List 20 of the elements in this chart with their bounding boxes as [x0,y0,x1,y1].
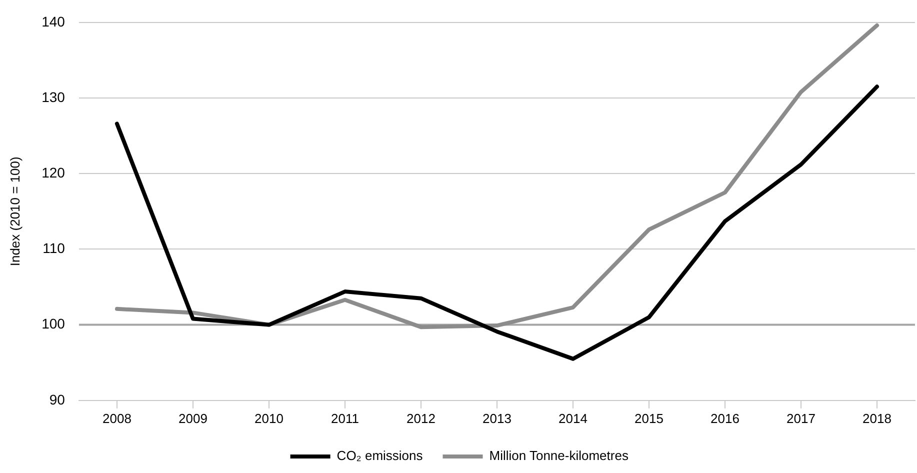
legend-label: Million Tonne-kilometres [489,448,629,464]
x-tick-label: 2011 [330,410,359,426]
y-tick-label: 130 [42,88,66,105]
x-tick-label: 2018 [862,410,892,426]
x-tick-label: 2017 [786,410,816,426]
y-tick-label: 110 [42,240,66,256]
x-tick-label: 2014 [558,410,588,426]
y-tick-label: 140 [42,13,66,30]
x-tick-label: 2015 [634,410,664,426]
x-tick-label: 2008 [102,410,132,426]
y-tick-label: 90 [49,391,66,408]
y-tick-label: 100 [42,316,66,332]
x-tick-label: 2009 [178,410,208,426]
y-axis-title: Index (2010 = 100) [7,156,22,266]
x-tick-label: 2012 [406,410,436,426]
x-tick-label: 2016 [710,410,740,426]
y-tick-label: 120 [42,164,66,180]
x-tick-label: 2013 [482,410,512,426]
x-tick-label: 2010 [254,410,284,426]
legend-label: CO₂ emissions [336,448,424,464]
